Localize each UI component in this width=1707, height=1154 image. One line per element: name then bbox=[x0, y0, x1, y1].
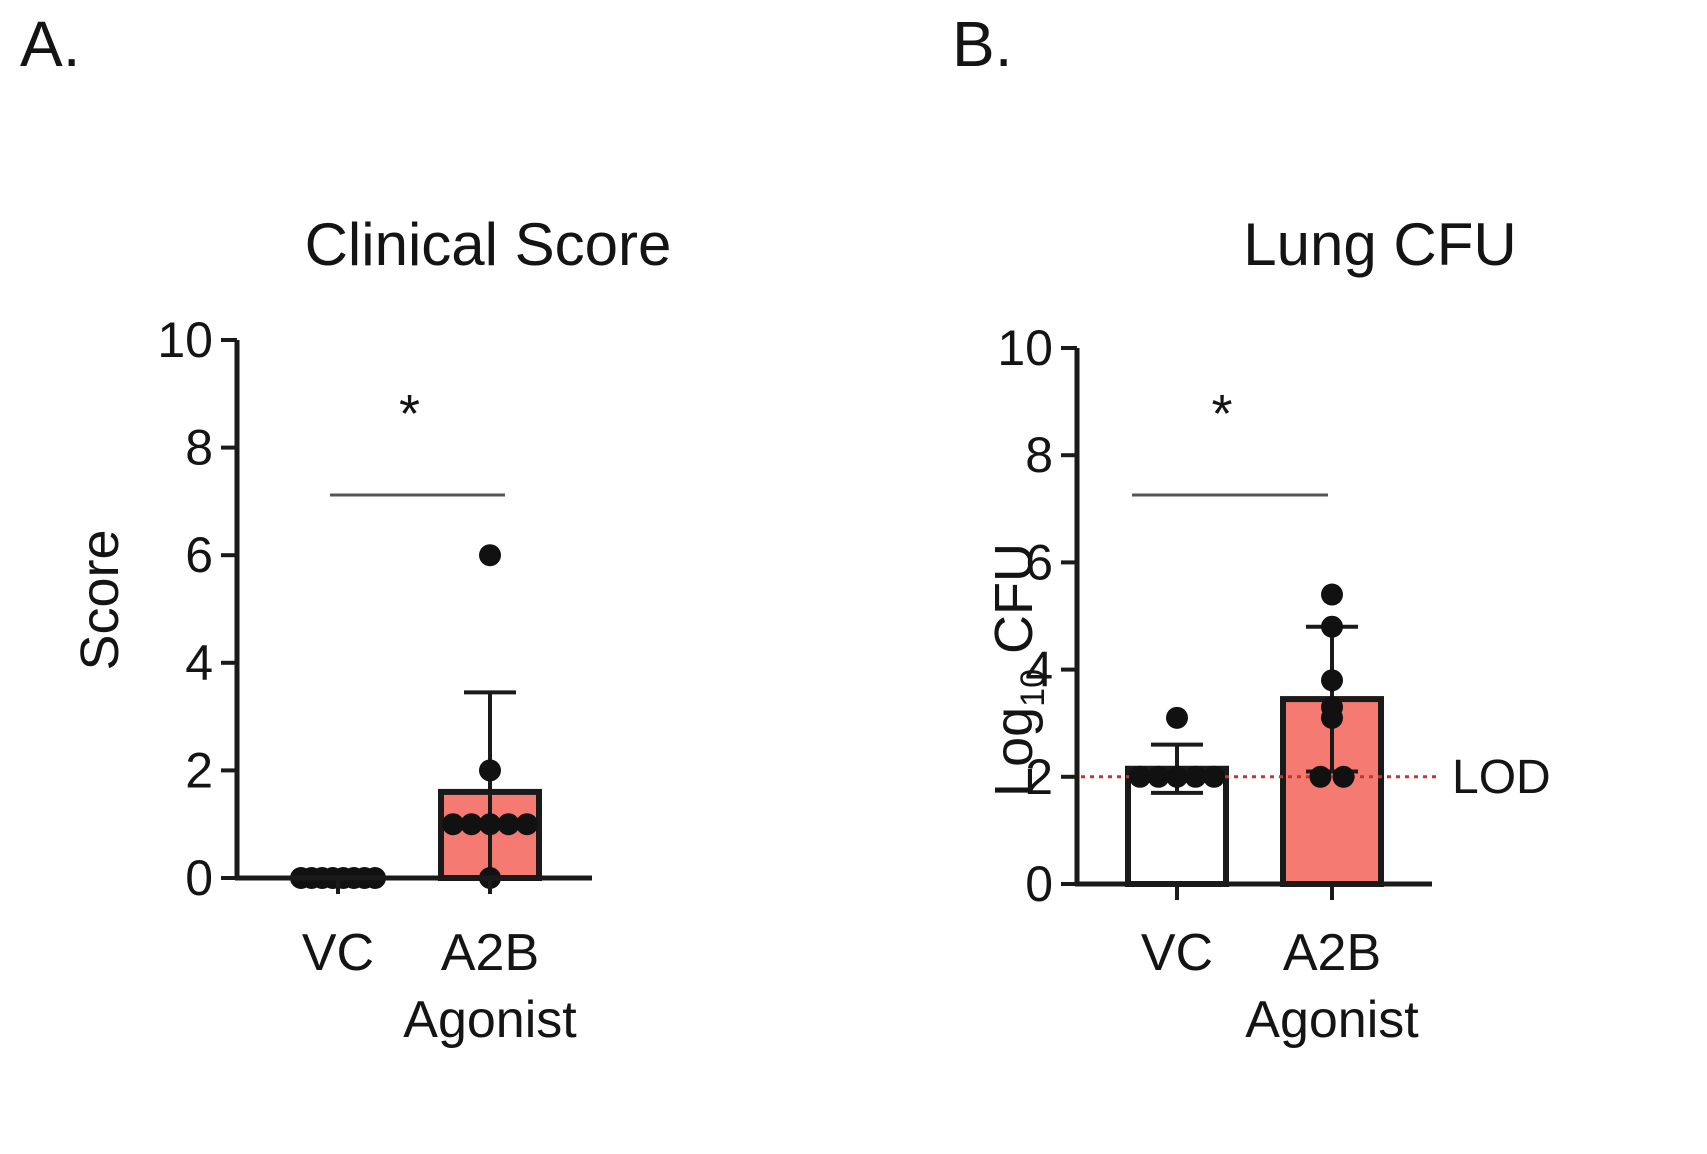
panel-b-y-axis-label-main: Log bbox=[984, 707, 1044, 797]
panel-b-data-point bbox=[1309, 765, 1332, 788]
panel-a-x-categories: VC A2B Agonist bbox=[302, 924, 577, 1049]
panel-a-y-tick-label: 2 bbox=[185, 742, 213, 798]
panel-b-data-point bbox=[1184, 765, 1207, 788]
panel-b-data-point bbox=[1321, 583, 1343, 606]
panel-a-significance-star: * bbox=[399, 384, 420, 444]
panel-b-y-axis-label-subscript: 10 bbox=[1014, 669, 1052, 707]
panel-b-data-point bbox=[1321, 669, 1343, 692]
panel-a-data-point bbox=[442, 813, 464, 836]
panel-b-y-axis-label: Log10 CFU bbox=[984, 543, 1052, 797]
panel-b-x-categories: VC A2B Agonist bbox=[1141, 924, 1419, 1049]
panel-b-y-axis-label-tail: CFU bbox=[984, 543, 1044, 669]
panel-a-data-point bbox=[497, 813, 520, 836]
panel-a-label: A. bbox=[20, 8, 80, 80]
panel-a-y-ticks: 0 2 4 6 8 10 bbox=[157, 312, 237, 906]
panel-b-axes bbox=[1074, 348, 1432, 900]
panel-b-y-tick-label: 2 bbox=[1025, 749, 1053, 805]
panel-b-x-category-label-line2: Agonist bbox=[1245, 991, 1419, 1049]
panel-a-y-tick-label: 10 bbox=[157, 312, 213, 368]
panel-b-points bbox=[1129, 583, 1355, 788]
panel-a-x-category-label-line2: Agonist bbox=[403, 991, 577, 1049]
panel-a-y-tick-label: 4 bbox=[185, 635, 213, 691]
panel-a-y-tick-label: 0 bbox=[185, 850, 213, 906]
panel-a-y-tick-label: 8 bbox=[185, 420, 213, 476]
panel-a-y-axis-label: Score bbox=[70, 529, 130, 670]
panel-b-data-point bbox=[1203, 765, 1225, 788]
panel-b-significance-star: * bbox=[1211, 384, 1232, 444]
panel-b-y-tick-label: 0 bbox=[1025, 856, 1053, 912]
panel-a-title: Clinical Score bbox=[305, 211, 672, 278]
panel-a-x-category-label: VC bbox=[302, 924, 374, 982]
panel-b-y-tick-label: 10 bbox=[997, 320, 1053, 376]
panel-b-y-tick-label: 6 bbox=[1025, 534, 1053, 590]
panel-a-axes bbox=[234, 340, 592, 894]
panel-b-y-tick-label: 8 bbox=[1025, 427, 1053, 483]
panel-b-y-tick-label: 4 bbox=[1025, 642, 1053, 698]
panel-b-x-category-label: A2B bbox=[1283, 924, 1381, 982]
panel-b-x-category-label: VC bbox=[1141, 924, 1213, 982]
panel-b-lod-label: LOD bbox=[1452, 751, 1551, 804]
panel-b-label: B. bbox=[952, 8, 1012, 80]
panel-b-data-point bbox=[1321, 706, 1343, 729]
panel-b-data-point bbox=[1147, 765, 1170, 788]
panel-a-data-point bbox=[479, 544, 501, 567]
panel-b-data-point bbox=[1166, 706, 1188, 729]
panel-b-title: Lung CFU bbox=[1243, 211, 1516, 278]
panel-b-data-point bbox=[1332, 765, 1355, 788]
panel-a: A. Clinical Score Score 0 2 4 6 8 10 * VC A2B A… bbox=[20, 8, 671, 1049]
panel-b-data-point bbox=[1321, 615, 1343, 638]
panel-b-data-point bbox=[1166, 765, 1188, 788]
panel-a-data-point bbox=[516, 813, 538, 836]
panel-a-x-category-label: A2B bbox=[441, 924, 539, 982]
panel-a-data-point bbox=[479, 759, 501, 782]
panel-b-data-point bbox=[1129, 765, 1151, 788]
panel-b-y-ticks: 0 2 4 6 8 10 bbox=[997, 320, 1077, 912]
panel-a-y-tick-label: 6 bbox=[185, 527, 213, 583]
panel-a-data-point bbox=[479, 813, 501, 836]
panel-a-data-point bbox=[460, 813, 483, 836]
